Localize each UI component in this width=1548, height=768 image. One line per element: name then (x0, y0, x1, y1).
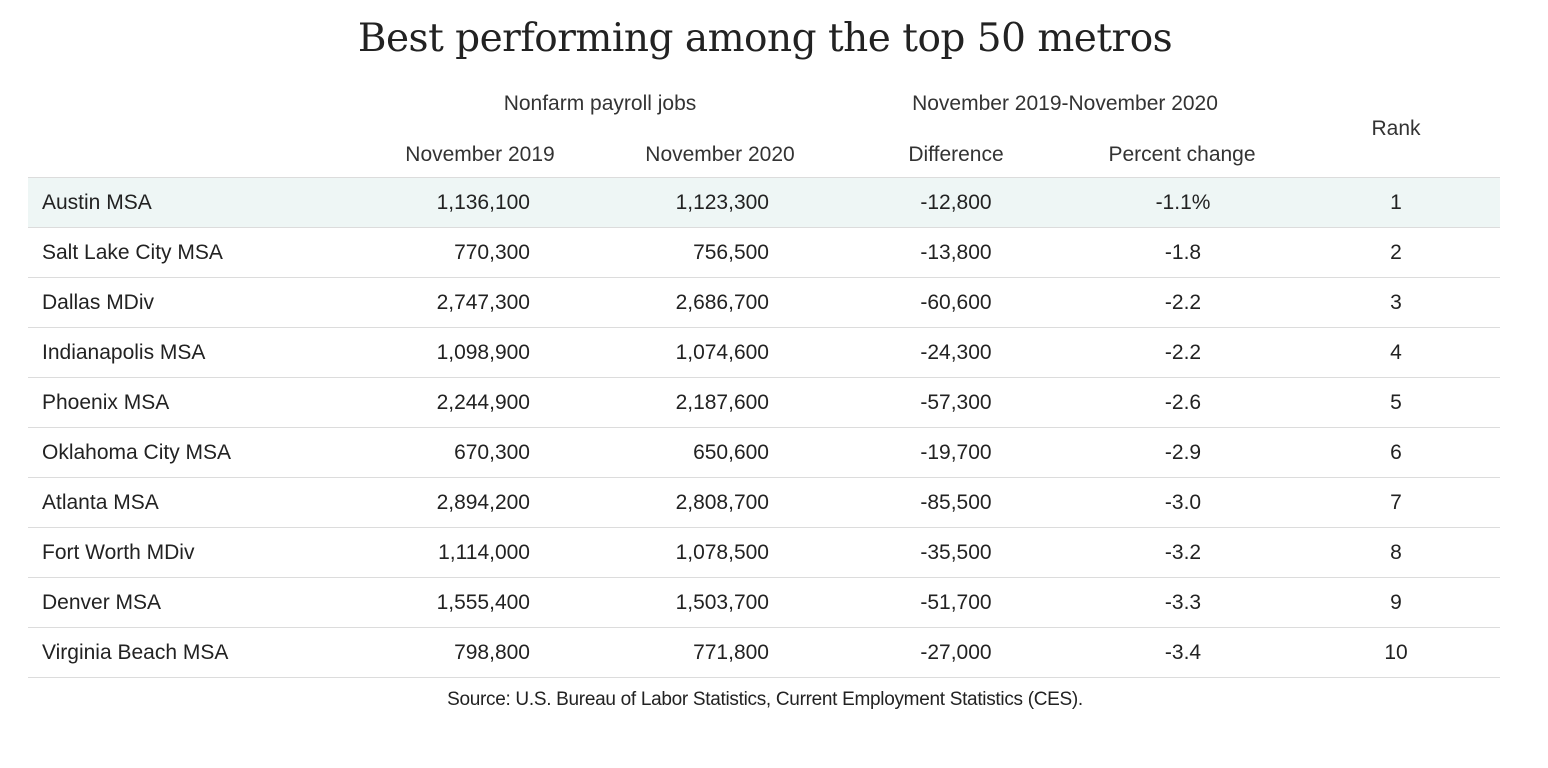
chart-title: Best performing among the top 50 metros (357, 16, 1173, 61)
value-nov2020: 2,187,600 (675, 391, 769, 414)
value-nov2020: 1,123,300 (675, 191, 769, 214)
value-rank: 10 (1384, 641, 1408, 664)
value-nov2019: 798,800 (454, 641, 530, 664)
table-row: Virginia Beach MSA 798,800 771,800 -27,000 -… (28, 628, 1500, 678)
value-percent-change: -1.8 (1164, 241, 1202, 264)
value-nov2020: 771,800 (693, 641, 769, 664)
value-difference: -57,300 (920, 391, 992, 414)
value-difference: -60,600 (920, 291, 992, 314)
column-header-percent-change: Percent change (1108, 143, 1256, 166)
value-nov2020: 650,600 (693, 441, 769, 464)
metro-name: Salt Lake City MSA (42, 241, 223, 264)
metro-name: Austin MSA (42, 191, 152, 214)
metro-name: Atlanta MSA (42, 491, 159, 514)
value-difference: -27,000 (920, 641, 992, 664)
group-header-payroll: Nonfarm payroll jobs (503, 92, 697, 115)
column-header-nov2019: November 2019 (405, 143, 555, 166)
table-row: Fort Worth MDiv 1,114,000 1,078,500 -35,500… (28, 528, 1500, 578)
metro-name: Indianapolis MSA (42, 341, 206, 364)
value-nov2019: 1,098,900 (436, 341, 530, 364)
value-nov2019: 770,300 (454, 241, 530, 264)
metro-name: Phoenix MSA (42, 391, 170, 414)
value-rank: 2 (1390, 241, 1402, 264)
table-row: Denver MSA 1,555,400 1,503,700 -51,700 -3.3 9 (28, 578, 1500, 628)
value-rank: 4 (1390, 341, 1402, 364)
metro-name: Dallas MDiv (42, 291, 155, 314)
value-difference: -12,800 (920, 191, 992, 214)
metro-name: Denver MSA (42, 591, 162, 614)
table-row: Indianapolis MSA 1,098,900 1,074,600 -24,30… (28, 328, 1500, 378)
table-row: Salt Lake City MSA 770,300 756,500 -13,800 -… (28, 228, 1500, 278)
table-row: Phoenix MSA 2,244,900 2,187,600 -57,300 -2.6… (28, 378, 1500, 428)
value-nov2019: 2,244,900 (436, 391, 530, 414)
table-top-border (28, 177, 1500, 178)
value-rank: 3 (1390, 291, 1402, 314)
value-difference: -35,500 (920, 541, 992, 564)
value-percent-change: -3.4 (1164, 641, 1202, 664)
value-nov2020: 2,808,700 (675, 491, 769, 514)
value-difference: -51,700 (920, 591, 992, 614)
value-percent-change: -2.2 (1164, 291, 1202, 314)
value-rank: 6 (1390, 441, 1402, 464)
value-difference: -85,500 (920, 491, 992, 514)
value-nov2020: 2,686,700 (675, 291, 769, 314)
table-row: Austin MSA 1,136,100 1,123,300 -12,800 -1.1%… (28, 178, 1500, 228)
table-row: Dallas MDiv 2,747,300 2,686,700 -60,600 -2.2… (28, 278, 1500, 328)
value-nov2019: 670,300 (454, 441, 530, 464)
value-difference: -13,800 (920, 241, 992, 264)
value-nov2019: 1,114,000 (438, 541, 530, 564)
table-row: Atlanta MSA 2,894,200 2,808,700 -85,500 -3.0… (28, 478, 1500, 528)
group-header-change: November 2019-November 2020 (912, 92, 1218, 115)
value-percent-change: -2.6 (1164, 391, 1202, 414)
value-percent-change: -1.1% (1155, 191, 1211, 214)
value-rank: 8 (1390, 541, 1402, 564)
value-percent-change: -2.2 (1164, 341, 1202, 364)
value-nov2019: 1,555,400 (436, 591, 530, 614)
data-table: Austin MSA 1,136,100 1,123,300 -12,800 -1.1%… (28, 178, 1500, 678)
value-rank: 7 (1390, 491, 1402, 514)
column-header-rank: Rank (1371, 117, 1421, 140)
value-nov2019: 2,747,300 (436, 291, 530, 314)
value-nov2019: 1,136,100 (436, 191, 530, 214)
value-nov2020: 1,074,600 (675, 341, 769, 364)
metro-name: Oklahoma City MSA (42, 441, 232, 464)
value-percent-change: -2.9 (1164, 441, 1202, 464)
value-rank: 1 (1390, 191, 1402, 214)
table-row: Oklahoma City MSA 670,300 650,600 -19,700 -2… (28, 428, 1500, 478)
value-nov2020: 756,500 (693, 241, 769, 264)
value-percent-change: -3.3 (1164, 591, 1202, 614)
metro-name: Virginia Beach MSA (42, 641, 229, 664)
value-percent-change: -3.0 (1164, 491, 1202, 514)
column-header-nov2020: November 2020 (645, 143, 795, 166)
value-rank: 9 (1390, 591, 1402, 614)
source-note: Source: U.S. Bureau of Labor Statistics,… (447, 689, 1083, 710)
value-rank: 5 (1390, 391, 1402, 414)
value-difference: -24,300 (920, 341, 992, 364)
value-nov2020: 1,078,500 (675, 541, 769, 564)
column-header-difference: Difference (908, 143, 1004, 166)
value-nov2020: 1,503,700 (675, 591, 769, 614)
metro-name: Fort Worth MDiv (42, 541, 195, 564)
value-nov2019: 2,894,200 (436, 491, 530, 514)
value-difference: -19,700 (920, 441, 992, 464)
value-percent-change: -3.2 (1164, 541, 1202, 564)
